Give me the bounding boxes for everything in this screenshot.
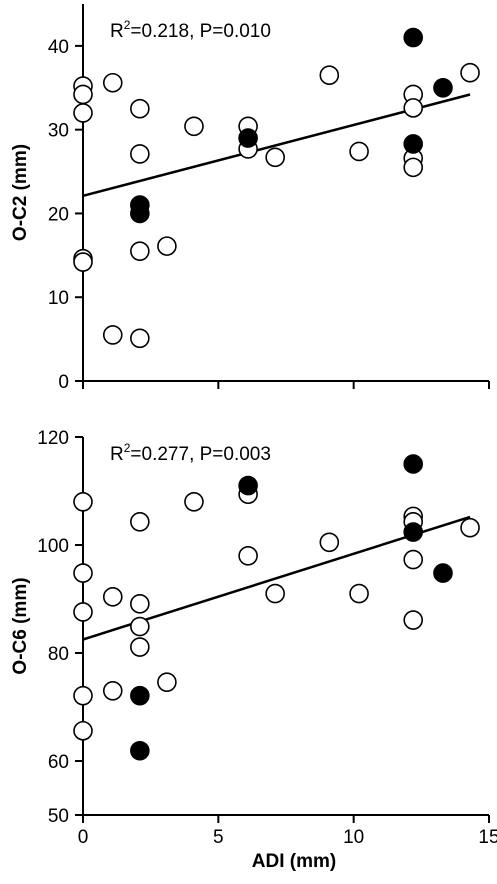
open-data-point xyxy=(265,147,285,168)
open-data-point xyxy=(184,491,204,512)
open-data-point xyxy=(73,84,93,105)
open-data-point xyxy=(73,563,93,583)
stats-superscript: 2 xyxy=(124,18,131,32)
y-tick-label: 50 xyxy=(48,806,69,827)
stats-annotation: R2=0.218, P=0.010 xyxy=(110,18,271,42)
chart-panel-2: 50 60 80 100 120 0 5 10 15 O-C6 (mm) ADI (mm) R2=0.… xyxy=(10,428,497,872)
x-axis-title: ADI (mm) xyxy=(252,851,336,872)
open-data-point xyxy=(157,236,177,256)
open-data-point xyxy=(130,616,150,637)
x-tick-label: 15 xyxy=(478,827,497,848)
open-data-point xyxy=(403,157,424,178)
open-data-point xyxy=(73,491,93,512)
open-data-point xyxy=(130,594,150,614)
y-tick-label: 60 xyxy=(48,752,69,773)
stats-annotation: R2=0.277, P=0.003 xyxy=(110,441,271,465)
stats-values: =0.218, P=0.010 xyxy=(130,21,271,42)
open-data-point xyxy=(130,637,150,657)
filled-data-point xyxy=(130,685,150,706)
open-data-point xyxy=(319,532,340,553)
filled-data-point xyxy=(238,128,258,148)
open-data-point xyxy=(184,116,204,137)
open-data-point xyxy=(73,252,93,272)
open-data-point xyxy=(130,511,150,532)
y-tick-label: 80 xyxy=(48,644,69,665)
open-data-point xyxy=(157,672,177,692)
open-data-point xyxy=(403,610,424,630)
open-data-point xyxy=(130,98,150,119)
y-tick-label: 40 xyxy=(48,37,69,58)
stats-values: =0.277, P=0.003 xyxy=(130,444,271,465)
open-data-point xyxy=(238,545,258,566)
open-data-point xyxy=(102,325,123,345)
filled-data-point xyxy=(238,475,258,496)
open-data-point xyxy=(73,685,93,706)
y-tick-label: 30 xyxy=(48,121,69,142)
filled-data-point xyxy=(403,27,424,48)
open-data-point xyxy=(319,65,340,86)
y-tick-label: 20 xyxy=(48,204,69,225)
y-tick-label: 0 xyxy=(58,372,69,393)
y-tick-label: 10 xyxy=(48,288,69,309)
filled-data-point xyxy=(403,522,424,542)
open-data-point xyxy=(130,328,150,349)
open-data-point xyxy=(102,72,123,93)
chart-panel-1: 0 10 20 30 40 O-C2 (mm) R2=0.218, P=0.010 xyxy=(10,4,490,393)
open-data-point xyxy=(265,583,285,604)
open-data-point xyxy=(130,241,150,261)
stats-r-label: R xyxy=(110,444,124,465)
y-axis-title: O-C6 (mm) xyxy=(10,577,31,674)
filled-data-point xyxy=(403,454,424,474)
stats-superscript: 2 xyxy=(124,441,131,455)
open-data-point xyxy=(73,720,93,741)
filled-data-point xyxy=(433,77,453,98)
filled-data-point xyxy=(403,134,424,154)
open-data-point xyxy=(349,141,369,162)
x-tick-label: 0 xyxy=(78,827,89,848)
open-data-point xyxy=(349,583,369,604)
open-data-point xyxy=(403,98,424,118)
x-tick-label: 5 xyxy=(213,827,224,848)
y-tick-label: 100 xyxy=(37,536,69,557)
open-data-point xyxy=(403,549,424,570)
y-tick-label: 120 xyxy=(37,428,69,449)
open-data-point xyxy=(73,602,93,622)
y-axis-title: O-C2 (mm) xyxy=(10,144,31,241)
filled-data-point xyxy=(130,203,150,224)
open-data-point xyxy=(73,103,93,123)
open-data-point xyxy=(460,62,480,83)
open-data-point xyxy=(460,517,480,538)
open-data-point xyxy=(130,144,150,164)
open-data-point xyxy=(102,587,123,607)
open-data-point xyxy=(102,680,123,701)
stats-r-label: R xyxy=(110,21,124,42)
x-tick-label: 10 xyxy=(343,827,364,848)
filled-data-point xyxy=(433,563,453,583)
filled-data-point xyxy=(130,740,150,761)
